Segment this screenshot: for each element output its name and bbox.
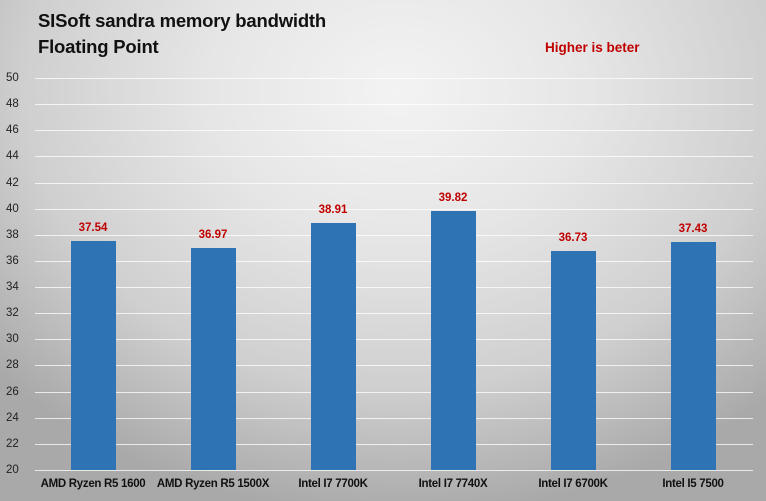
y-tick-label: 28 <box>6 359 19 371</box>
gridline <box>35 130 753 131</box>
x-category-label: Intel I5 7500 <box>662 478 724 490</box>
y-tick-label: 26 <box>6 386 19 398</box>
bar <box>71 241 116 470</box>
gridline <box>35 418 753 419</box>
bar-value-label: 39.82 <box>438 192 468 204</box>
x-category-label: Intel I7 6700K <box>538 478 608 490</box>
bar-value-label: 38.91 <box>318 204 348 216</box>
bar-value-label: 37.43 <box>678 223 708 235</box>
gridline <box>35 235 753 236</box>
x-category-label: AMD Ryzen R5 1500X <box>156 478 270 490</box>
gridline <box>35 104 753 105</box>
chart-title-line-2: Floating Point <box>38 36 159 57</box>
x-category-label: Intel I7 7740X <box>418 478 488 490</box>
bar-value-label: 37.54 <box>78 222 108 234</box>
bar-value-label: 36.73 <box>558 232 588 244</box>
gridline <box>35 470 753 471</box>
y-tick-label: 42 <box>6 177 19 189</box>
bar <box>431 211 476 470</box>
y-tick-label: 34 <box>6 281 19 293</box>
y-tick-label: 32 <box>6 307 19 319</box>
gridline <box>35 209 753 210</box>
gridline <box>35 339 753 340</box>
gridline <box>35 313 753 314</box>
higher-is-better-annotation: Higher is beter <box>545 40 640 55</box>
y-tick-label: 50 <box>6 72 19 84</box>
x-category-label: Intel I7 7700K <box>298 478 368 490</box>
y-tick-label: 46 <box>6 124 19 136</box>
gridline <box>35 156 753 157</box>
y-tick-label: 30 <box>6 333 19 345</box>
bar <box>191 248 236 470</box>
y-tick-label: 24 <box>6 412 19 424</box>
gridline <box>35 444 753 445</box>
x-category-label: AMD Ryzen R5 1600 <box>40 478 146 490</box>
y-tick-label: 48 <box>6 98 19 110</box>
bar <box>671 242 716 470</box>
gridline <box>35 78 753 79</box>
y-tick-label: 22 <box>6 438 19 450</box>
bar <box>311 223 356 470</box>
y-tick-label: 44 <box>6 150 19 162</box>
y-tick-label: 38 <box>6 229 19 241</box>
gridline <box>35 287 753 288</box>
y-tick-label: 40 <box>6 203 19 215</box>
chart-title-line-1: SISoft sandra memory bandwidth <box>38 10 326 31</box>
bar <box>551 251 596 470</box>
gridline <box>35 392 753 393</box>
y-tick-label: 20 <box>6 464 19 476</box>
y-tick-label: 36 <box>6 255 19 267</box>
gridline <box>35 183 753 184</box>
gridline <box>35 365 753 366</box>
bar-value-label: 36.97 <box>198 229 228 241</box>
gridline <box>35 261 753 262</box>
